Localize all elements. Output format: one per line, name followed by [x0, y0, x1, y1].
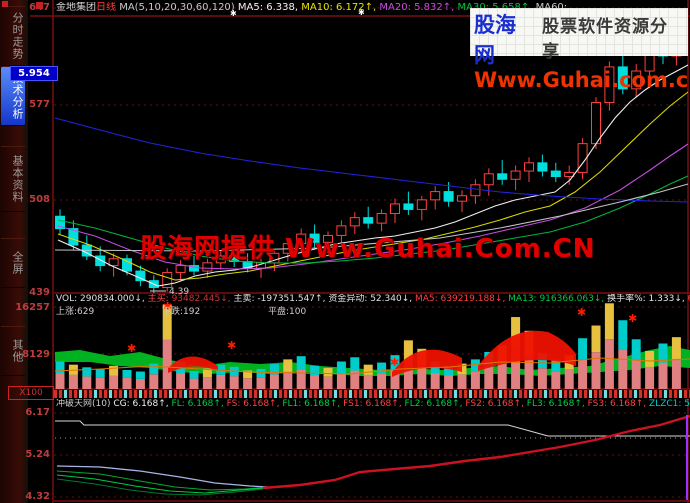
axis-label: 6.17	[25, 407, 50, 418]
app-red-dot-icon	[2, 1, 8, 7]
svg-text:✱: ✱	[227, 339, 236, 352]
header-segment: FS: 6.168↑,	[226, 399, 283, 409]
header-segment: 换手率%: 1.333↓,	[607, 294, 688, 304]
header-segment: FL: 6.168↑,	[171, 399, 227, 409]
guhai-banner[interactable]: 股海网 股票软件资源分享 Www.Guhai.com.cn	[470, 8, 690, 91]
breadth-item: 平盘:100	[268, 307, 307, 317]
axis-label: 439	[29, 287, 50, 298]
header-segment: FS3: 6.168↑,	[587, 399, 650, 409]
header-segment: 冲破天网(10)	[56, 399, 114, 409]
svg-text:✱: ✱	[163, 300, 172, 313]
volume-unit-label: X100	[8, 386, 54, 400]
axis-label: 5.24	[25, 449, 50, 460]
axis-label: 577	[29, 99, 50, 110]
header-segment: 93482.445↓,	[171, 294, 234, 304]
header-segment: 金地集团	[56, 2, 96, 13]
header-segment: MA60:	[536, 2, 568, 13]
header-segment: FL1: 6.168↑,	[282, 399, 344, 409]
svg-text:✱: ✱	[577, 306, 586, 319]
banner-brand: 股海网	[474, 13, 516, 67]
header-segment: MA(5,10,20,30,60,120)	[119, 2, 238, 13]
svg-text:✱: ✱	[127, 342, 136, 355]
header-segment: MA5: 6.338,	[237, 2, 302, 13]
axis-label: 16257	[15, 302, 50, 313]
svg-text:✱: ✱	[628, 312, 637, 325]
banner-top-row: 股海网 股票软件资源分享	[474, 9, 684, 69]
header-segment: FS1: 6.168↑,	[343, 399, 405, 409]
sidebar-item-3[interactable]: 全屏	[1, 238, 25, 288]
banner-url[interactable]: Www.Guhai.com.cn	[474, 68, 690, 92]
topbar-ma-readout: 金地集团日线 MA(5,10,20,30,60,120) MA5: 6.338,…	[56, 2, 690, 14]
header-segment: ZLZC1: 5.171,	[649, 399, 690, 409]
axis-label: 4.32	[25, 491, 50, 502]
indicator-header-readout: 冲破天网(10) CG: 6.168↑, FL: 6.168↑, FS: 6.1…	[56, 399, 690, 410]
header-segment: VOL: 290834.000↓,	[56, 294, 148, 304]
svg-text:✱: ✱	[230, 9, 237, 18]
sidebar-tabs: 分时走势 技术分析 基本资料 全屏 其他	[0, 0, 28, 503]
header-segment: FS2: 6.168↑,	[465, 399, 527, 409]
header-segment: 639219.188↓,	[688, 294, 690, 304]
axis-label: 647	[6, 2, 50, 13]
header-segment: MA20: 5.832↑,	[379, 2, 458, 13]
header-segment: MA13: 916366.063↓,	[508, 294, 608, 304]
volume-colorbar-strip	[54, 390, 690, 398]
breadth-item: 下跌:192	[162, 307, 201, 317]
header-segment: 主买:	[147, 294, 172, 304]
header-segment: 资金异动: 52.340↓,	[328, 294, 415, 304]
watermark-text: 股海网提供 Www.Guhai.Com.CN	[140, 234, 596, 264]
header-segment: MA10: 6.172↑,	[301, 2, 380, 13]
header-segment: CG: 6.168↑,	[113, 399, 172, 409]
sidebar-item-0[interactable]: 分时走势	[1, 6, 25, 66]
svg-text:✱: ✱	[390, 356, 399, 369]
title-red-square-icon	[36, 2, 43, 9]
header-segment: 主卖: -197351.547↑,	[233, 294, 329, 304]
volume-header-readout: VOL: 290834.000↓, 主买: 93482.445↓, 主卖: -1…	[56, 294, 690, 305]
header-segment: MA5: 639219.188↓,	[414, 294, 509, 304]
sidebar-item-4[interactable]: 其他	[1, 326, 25, 376]
header-segment: FL2: 6.168↑,	[404, 399, 466, 409]
sidebar-item-2[interactable]: 基本资料	[1, 146, 25, 212]
breadth-item: 上涨:629	[56, 307, 95, 317]
banner-slogan: 股票软件资源分享	[542, 17, 669, 62]
axis-label: 8129	[22, 349, 50, 360]
current-price-tag: 5.954	[10, 66, 58, 81]
header-segment: MA30: 5.658↑,	[457, 2, 535, 13]
header-segment: FL3: 6.168↑,	[526, 399, 588, 409]
svg-text:✱: ✱	[358, 8, 365, 17]
axis-label: 508	[29, 194, 50, 205]
header-segment: 日线	[96, 2, 120, 13]
svg-text:4.39: 4.39	[169, 287, 189, 297]
